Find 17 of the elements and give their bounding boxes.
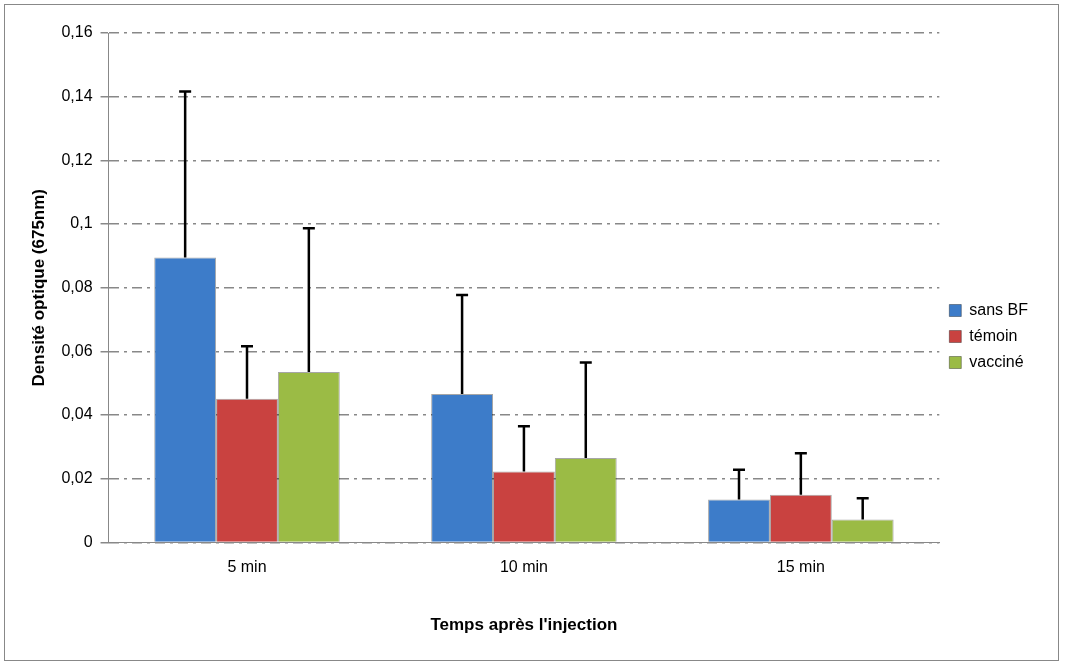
- x-tick-label: 10 min: [499, 558, 548, 576]
- legend-label: vacciné: [969, 352, 1024, 370]
- y-tick-label: 0,14: [61, 87, 93, 105]
- x-tick-label: 5 min: [227, 558, 267, 576]
- legend-label: sans BF: [969, 300, 1029, 318]
- y-tick-label: 0,16: [61, 23, 93, 41]
- y-tick-label: 0: [83, 532, 93, 550]
- y-tick-label: 0,04: [61, 405, 93, 423]
- y-tick-label: 0,12: [61, 150, 93, 168]
- y-tick-label: 0,06: [61, 341, 93, 359]
- y-tick-label: 0,08: [61, 278, 93, 296]
- y-tick-label: 0,02: [61, 469, 93, 487]
- x-tick-label: 15 min: [776, 558, 825, 576]
- y-tick-label: 0,1: [70, 214, 93, 232]
- y-axis-title: Densité optique (675nm): [28, 188, 48, 387]
- legend-label: témoin: [969, 326, 1018, 344]
- x-axis-title: Temps après l'injection: [430, 615, 618, 635]
